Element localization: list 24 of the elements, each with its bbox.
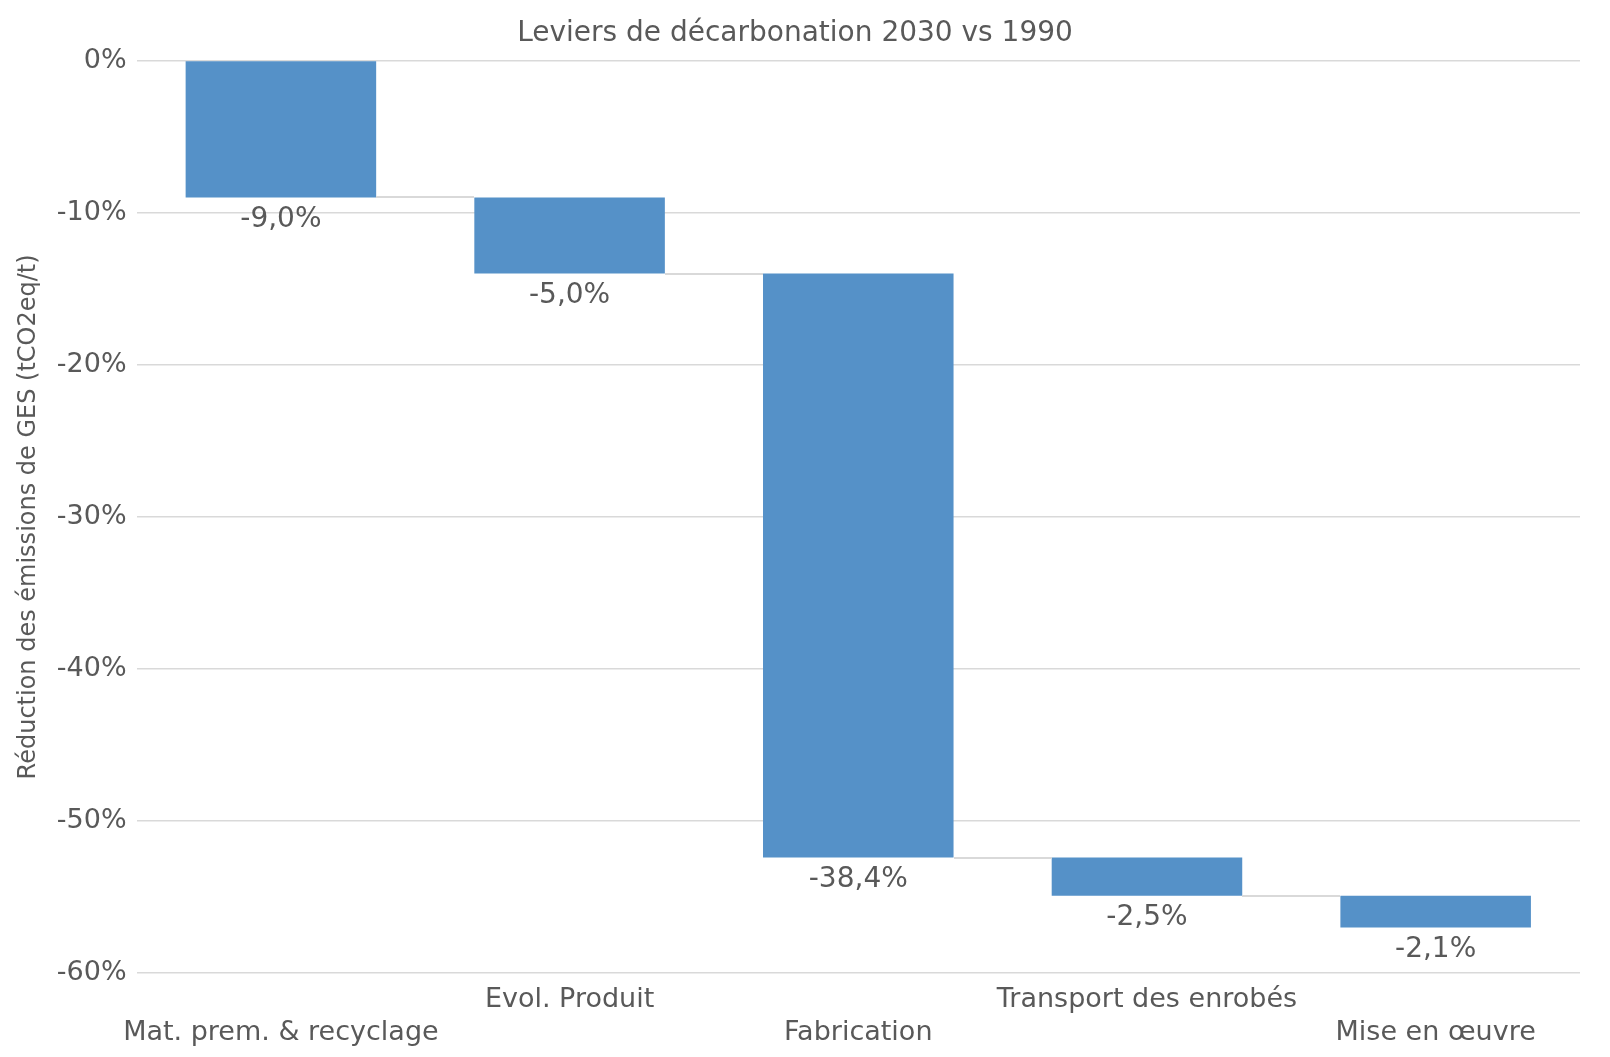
bar [763, 273, 954, 858]
x-tick-label: Mise en œuvre [1335, 1014, 1536, 1046]
chart-title: Leviers de décarbonation 2030 vs 1990 [517, 15, 1073, 49]
x-tick-label: Transport des enrobés [995, 982, 1298, 1014]
y-axis-title: Réduction des émissions de GES (tCO2eq/t) [12, 254, 41, 780]
y-tick-label: -10% [56, 194, 127, 226]
y-tick-label: 0% [83, 42, 127, 74]
bar [1051, 857, 1243, 896]
y-tick-label: -30% [56, 498, 127, 530]
data-label: -2,1% [1395, 930, 1477, 964]
data-label: -2,5% [1106, 898, 1188, 932]
bar [1340, 895, 1531, 928]
y-tick-label: -60% [56, 955, 127, 987]
x-tick-label: Fabrication [784, 1014, 933, 1046]
data-label: -38,4% [808, 860, 908, 894]
y-tick-label: -20% [56, 346, 127, 378]
y-tick-label: -40% [56, 651, 127, 683]
data-label: -5,0% [528, 276, 611, 310]
data-label: -9,0% [240, 200, 322, 234]
y-tick-label: -50% [56, 803, 127, 835]
bar [474, 197, 665, 274]
bar [185, 61, 377, 198]
x-tick-label: Mat. prem. & recyclage [123, 1014, 439, 1046]
x-tick-label: Evol. Produit [484, 982, 655, 1014]
